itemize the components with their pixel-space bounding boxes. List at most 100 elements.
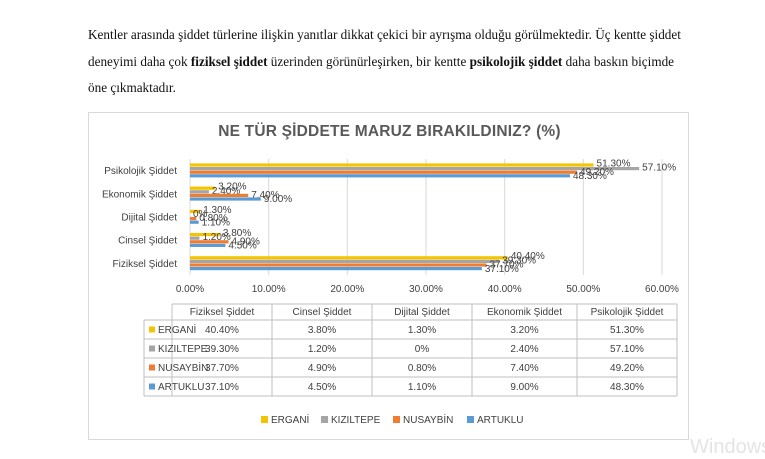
data-label: 37.70%: [490, 260, 524, 271]
data-label: 1.10%: [202, 217, 230, 228]
bar: [190, 236, 200, 240]
bar: [190, 193, 249, 197]
table-row-label: ARTUKLU: [158, 382, 205, 393]
table-cell: 0%: [415, 344, 430, 355]
table-legend-key: [149, 383, 155, 390]
table-header-cell: Ekonomik Şiddet: [487, 307, 562, 318]
y-category-label: Psikolojik Şiddet: [104, 166, 177, 177]
chart-title: NE TÜR ŞİDDETE MARUZ BIRAKILDINIZ? (%): [218, 123, 561, 140]
bar: [190, 267, 482, 271]
table-legend-key: [149, 326, 155, 333]
table-cell: 48.30%: [610, 382, 644, 393]
paragraph-text-1: Kentler arasında şiddet türlerine ilişki…: [88, 27, 681, 69]
bar: [190, 209, 201, 213]
bar: [190, 263, 487, 267]
x-tick-label: 20.00%: [330, 284, 364, 295]
data-label: 37.10%: [485, 264, 519, 275]
table-cell: 37.10%: [205, 382, 239, 393]
legend-swatch: [393, 416, 400, 423]
paragraph-text-2: üzerinden görünürleşirken, bir kentte: [267, 53, 470, 69]
bar: [190, 217, 197, 221]
table-row-label: KIZILTEPE: [158, 344, 208, 355]
bar-chart: 0.00% 10.00% 20.00% 30.00% 40.00% 50.00% 60.00…: [102, 158, 679, 426]
data-label: 1.20%: [202, 232, 230, 243]
x-tick-label: 30.00%: [409, 284, 443, 295]
table-cell: 39.30%: [205, 344, 239, 355]
data-label: 9.00%: [264, 194, 292, 205]
table-cell: 3.20%: [510, 325, 538, 336]
data-label: 0%: [193, 209, 208, 220]
bar: [190, 170, 578, 174]
bar: [190, 233, 220, 237]
y-category-label: Ekonomik Şiddet: [102, 189, 177, 200]
bar: [190, 174, 570, 178]
table-cell: 37.70%: [205, 363, 239, 374]
bar: [190, 186, 216, 190]
bar: [190, 197, 261, 201]
table-cell: 1.30%: [408, 325, 436, 336]
data-label: 49.20%: [580, 167, 614, 178]
table-cell: 4.50%: [308, 382, 336, 393]
x-tick-label: 60.00%: [645, 284, 679, 295]
data-label: 2.40%: [212, 186, 240, 197]
table-cell: 4.90%: [308, 363, 336, 374]
x-tick-label: 40.00%: [488, 284, 522, 295]
legend-label: ARTUKLU: [477, 415, 524, 426]
data-label: 7.40%: [251, 190, 279, 201]
legend-swatch: [321, 416, 328, 423]
bar: [190, 240, 229, 244]
legend-swatch: [261, 416, 268, 423]
y-category-label: Cinsel Şiddet: [118, 236, 177, 247]
bar: [190, 259, 500, 263]
table-header-cell: Fiziksel Şiddet: [190, 307, 255, 318]
table-cell: 51.30%: [610, 325, 644, 336]
table-cell: 9.00%: [510, 382, 538, 393]
table-row-label: ERGANİ: [158, 323, 196, 336]
table-legend-key: [149, 364, 155, 371]
data-label: 0.80%: [199, 213, 227, 224]
data-label: 39.30%: [502, 255, 536, 266]
bar: [190, 167, 640, 171]
intro-paragraph: Kentler arasında şiddet türlerine ilişki…: [88, 22, 688, 102]
table-row-label: NUSAYBİN: [158, 361, 208, 374]
table-legend-key: [149, 345, 155, 352]
table-header-cell: Cinsel Şiddet: [293, 307, 352, 318]
bar: [190, 190, 209, 194]
paragraph-bold-1: fiziksel şiddet: [190, 53, 268, 69]
data-label: 40.40%: [511, 251, 545, 262]
data-label: 48.30%: [573, 171, 607, 182]
data-label: 1.30%: [203, 205, 231, 216]
bar: [190, 243, 226, 247]
chart-container: NE TÜR ŞİDDETE MARUZ BIRAKILDINIZ? (%) 0…: [88, 112, 689, 440]
table-cell: 57.10%: [610, 344, 644, 355]
data-label: 4.50%: [228, 241, 256, 252]
watermark-text: Windows: [690, 436, 765, 458]
bar: [190, 163, 594, 167]
paragraph-text-3: daha baskın biçimde öne çıkmaktadır.: [88, 53, 675, 96]
table-cell: 7.40%: [510, 363, 538, 374]
y-category-label: Dijital Şiddet: [121, 213, 177, 224]
x-tick-label: 50.00%: [566, 284, 600, 295]
bar: [190, 256, 508, 260]
legend-swatch: [467, 416, 474, 423]
table-header-cell: Psikolojik Şiddet: [591, 307, 664, 318]
data-label: 3.20%: [218, 182, 246, 193]
data-label: 4.90%: [232, 236, 260, 247]
legend-label: ERGANİ: [271, 413, 309, 426]
table-cell: 1.20%: [308, 344, 336, 355]
legend-label: KIZILTEPE: [331, 415, 381, 426]
table-header-cell: Dijital Şiddet: [394, 307, 450, 318]
x-tick-label: 10.00%: [252, 284, 286, 295]
table-cell: 1.10%: [408, 382, 436, 393]
table-cell: 0.80%: [408, 363, 436, 374]
data-label: 57.10%: [642, 163, 676, 174]
table-cell: 49.20%: [610, 363, 644, 374]
data-label: 51.30%: [597, 158, 631, 169]
y-category-label: Fiziksel Şiddet: [113, 259, 178, 270]
x-tick-label: 0.00%: [176, 284, 204, 295]
legend-label: NUSAYBİN: [403, 413, 453, 426]
table-cell: 3.80%: [308, 325, 336, 336]
bar: [190, 220, 199, 224]
table-cell: 2.40%: [510, 344, 538, 355]
data-label: 3.80%: [223, 228, 251, 239]
